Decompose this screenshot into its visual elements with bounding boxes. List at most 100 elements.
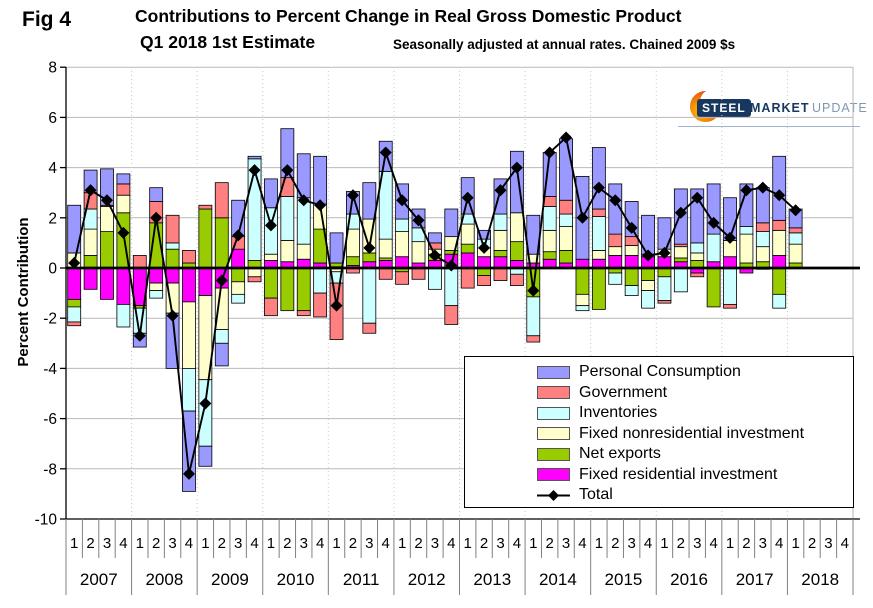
bar-segment-inventories [67, 306, 82, 323]
legend-label: Fixed nonresidential investment [579, 424, 805, 442]
bar-segment-fixed_nonresidential [395, 231, 410, 258]
total-marker [412, 214, 425, 227]
bar-segment-fixed_nonresidential [591, 250, 606, 260]
bar-segment-fixed_nonresidential [755, 246, 770, 263]
quarter-label: 2 [152, 535, 160, 552]
quarter-label: 3 [103, 535, 111, 552]
bar-segment-inventories [788, 232, 803, 245]
bar-segment-fixed_residential [395, 256, 410, 269]
bar-segment-personal_consumption [739, 183, 754, 227]
quarter-label: 1 [201, 535, 209, 552]
total-marker [117, 226, 130, 239]
logo-underline [678, 126, 860, 127]
bar-segment-net_exports [624, 267, 639, 286]
bar-segment-inventories [673, 267, 688, 293]
quarter-label: 1 [529, 535, 537, 552]
total-marker [379, 146, 392, 159]
bar-segment-net_exports [493, 250, 508, 258]
year-label: 2010 [277, 570, 315, 589]
bar-segment-fixed_nonresidential [280, 239, 295, 263]
bar-segment-fixed_nonresidential [231, 281, 246, 295]
bar-segment-net_exports [460, 243, 475, 254]
year-label: 2014 [539, 570, 577, 589]
bar-segment-net_exports [214, 217, 229, 269]
total-marker [625, 221, 638, 234]
bar-segment-fixed_nonresidential [149, 282, 164, 291]
quarter-label: 2 [611, 535, 619, 552]
quarter-label: 2 [808, 535, 816, 552]
bar-segment-government [772, 219, 787, 231]
legend-swatch-fixed_residential [537, 468, 570, 482]
total-marker [232, 229, 245, 242]
bar-segment-fixed_residential [182, 267, 196, 303]
bar-segment-net_exports [198, 208, 213, 269]
legend-item-fixed_nonresidential: Fixed nonresidential investment [537, 424, 853, 445]
bar-segment-personal_consumption [264, 178, 278, 209]
quarter-label: 2 [218, 535, 226, 552]
bar-segment-net_exports [509, 241, 524, 261]
bar-segment-net_exports [641, 267, 655, 281]
quarter-label: 4 [185, 535, 193, 552]
y-tick-label: 8 [48, 60, 57, 77]
bar-segment-net_exports [165, 248, 180, 269]
quarter-label: 2 [677, 535, 685, 552]
bar-segment-net_exports [772, 267, 787, 295]
bar-segment-government [182, 250, 196, 264]
bar-segment-net_exports [575, 267, 590, 295]
bar-segment-fixed_nonresidential [116, 194, 131, 214]
legend-item-fixed_residential: Fixed residential investment [537, 465, 853, 486]
bar-segment-personal_consumption [280, 128, 295, 179]
bar-segment-net_exports [67, 298, 82, 308]
quarter-label: 3 [365, 535, 373, 552]
total-marker [199, 397, 212, 410]
bar-segment-personal_consumption [313, 155, 328, 205]
bar-segment-fixed_nonresidential [182, 301, 196, 369]
quarter-label: 3 [431, 535, 439, 552]
quarter-label: 2 [480, 535, 488, 552]
total-marker [658, 246, 671, 259]
quarter-label: 3 [300, 535, 308, 552]
y-tick-label: -6 [43, 411, 57, 428]
quarter-label: 4 [644, 535, 652, 552]
total-marker [330, 299, 343, 312]
quarter-label: 3 [562, 535, 570, 552]
total-marker [560, 131, 573, 144]
total-marker [674, 206, 687, 219]
bar-segment-inventories [214, 329, 229, 344]
bar-segment-inventories [575, 305, 590, 312]
bar-segment-government [444, 305, 459, 325]
total-marker [281, 164, 294, 177]
figure-number: Fig 4 [22, 8, 72, 31]
bar-segment-fixed_nonresidential [673, 246, 688, 259]
legend-label: Personal Consumption [579, 363, 741, 381]
total-marker [297, 194, 310, 207]
total-marker [724, 231, 737, 244]
year-label: 2015 [605, 570, 643, 589]
bar-segment-personal_consumption [591, 147, 606, 210]
year-label: 2009 [211, 570, 249, 589]
bar-segment-fixed_residential [608, 255, 623, 269]
quarter-label: 1 [332, 535, 340, 552]
bar-segment-inventories [395, 218, 410, 233]
quarter-label: 1 [464, 535, 472, 552]
bar-segment-personal_consumption [329, 232, 344, 264]
y-tick-label: -8 [43, 461, 57, 478]
bar-segment-inventories [542, 206, 557, 231]
quarter-label: 2 [546, 535, 554, 552]
bar-segment-inventories [116, 303, 131, 328]
bar-segment-inventories [739, 226, 754, 235]
bar-segment-net_exports [706, 267, 721, 308]
quarter-label: 2 [86, 535, 94, 552]
legend-label: Inventories [579, 404, 658, 422]
bar-segment-inventories [526, 296, 541, 337]
total-marker [609, 194, 622, 207]
bar-segment-net_exports [559, 250, 573, 264]
bar-segment-fixed_nonresidential [296, 243, 311, 260]
year-label: 2017 [736, 570, 774, 589]
legend: Personal Consumption Government Inventorie… [464, 356, 854, 508]
bar-segment-government [657, 300, 672, 304]
bar-segment-government [460, 267, 475, 289]
total-marker [84, 184, 97, 197]
bar-segment-inventories [723, 267, 737, 305]
quarter-label: 4 [316, 535, 324, 552]
